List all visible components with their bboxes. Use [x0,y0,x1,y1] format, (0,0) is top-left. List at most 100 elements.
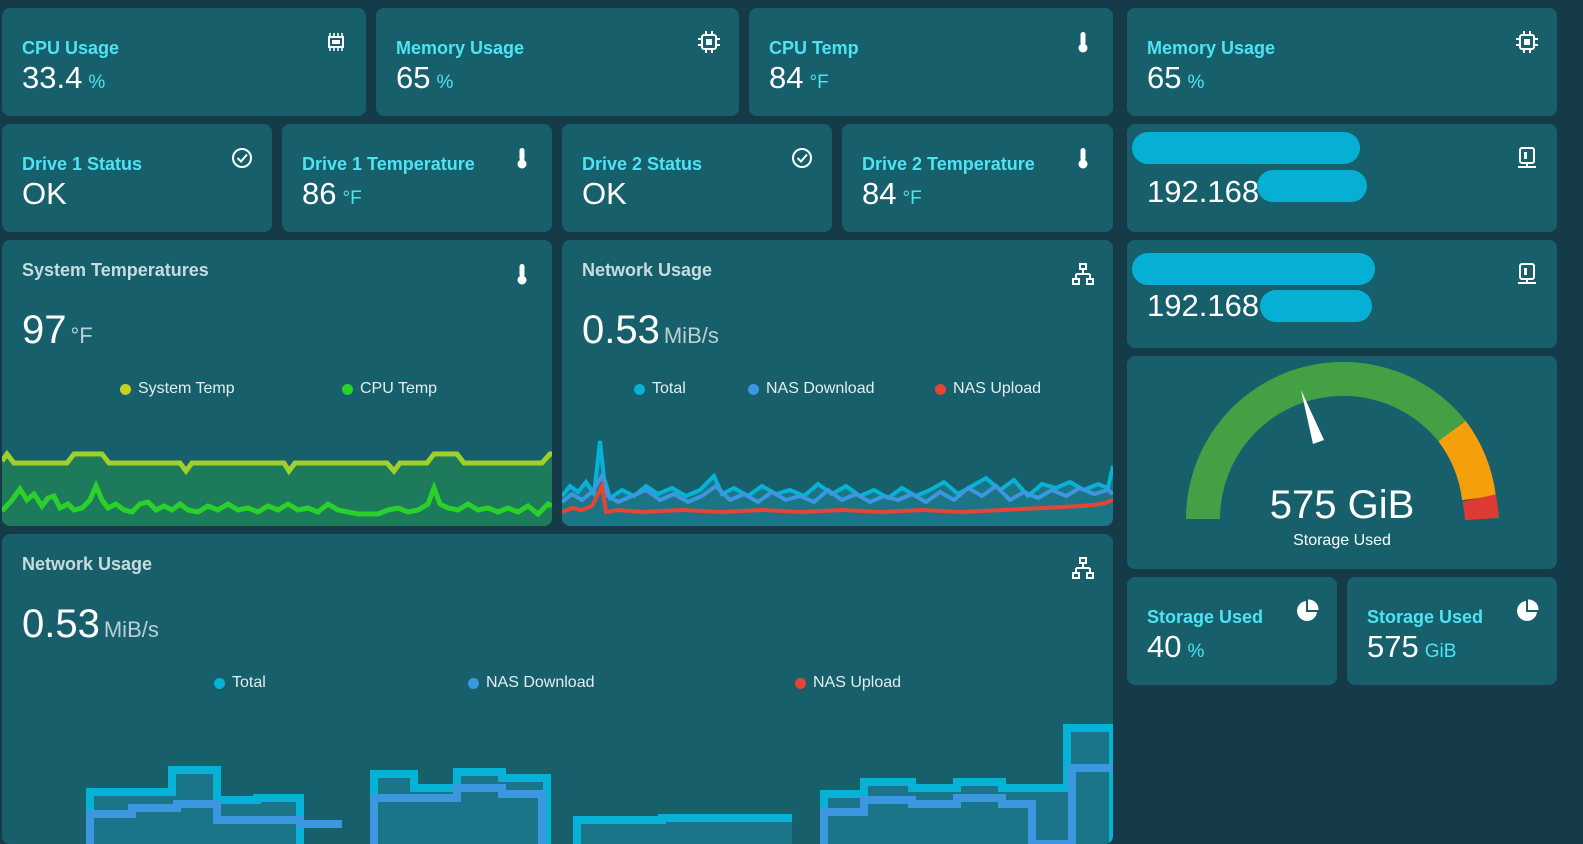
card-value: 0.53 MiB/s [22,602,159,646]
card-title: Drive 1 Status [22,154,143,174]
network-topology-icon [1072,263,1094,285]
legend-dot [468,677,479,689]
card-title: Storage Used [1147,607,1264,627]
memory-icon [698,31,720,53]
card-value: 575 GiB [1367,629,1457,664]
redaction-mark [1260,290,1372,322]
card-value: OK [22,176,67,211]
network-interface-icon [1518,263,1536,284]
legend-dot [634,383,645,395]
card-value: 40% [1147,629,1205,664]
nas-upload-line [562,479,1113,515]
thermometer-icon [517,264,527,285]
gauge-orange-segment [1438,420,1496,501]
pie-chart-icon [1517,599,1539,621]
cpu-temp-card[interactable]: CPU Temp 84 °F [749,8,1113,116]
legend-item-cpu-temp[interactable]: CPU Temp [342,380,437,398]
legend-dot [935,383,946,395]
nas-download-line [562,471,1113,505]
thermometer-icon [1078,32,1088,53]
redaction-mark [1132,253,1375,285]
drive-1-status-card[interactable]: Drive 1 Status OK [2,124,272,232]
legend-item-nas-upload[interactable]: NAS Upload [935,380,1041,398]
ip-address: 192.168 [1147,174,1260,209]
card-value: 65% [396,60,454,95]
system-temp-line [2,449,552,476]
total-line-2 [370,768,551,844]
legend-dot [214,677,225,689]
gauge-needle [1301,390,1324,444]
legend-item-system-temp[interactable]: System Temp [120,380,235,398]
card-title: Memory Usage [1147,38,1276,58]
network-usage-card-large[interactable]: Network Usage 0.53 MiB/s Total NAS Downlo… [2,534,1113,844]
total-line-1 [86,766,304,844]
card-title: Drive 1 Temperature [302,154,475,174]
legend-dot [120,383,131,395]
card-title: CPU Usage [22,38,120,58]
card-title: Drive 2 Status [582,154,703,174]
ip-address-card-2[interactable]: 192.168 [1127,240,1557,348]
legend-item-total[interactable]: Total [634,380,686,398]
network-interface-icon [1518,147,1536,168]
memory-usage-card[interactable]: Memory Usage 65% [376,8,739,116]
storage-used-percent-card[interactable]: Storage Used 40% [1127,577,1337,685]
storage-gauge [1186,361,1499,521]
gauge-green-segment [1186,361,1466,520]
card-title: Drive 2 Temperature [862,154,1035,174]
legend-dot [342,383,353,395]
cpu-temp-line [2,479,552,518]
gauge-red-segment [1462,494,1499,521]
system-temperatures-card[interactable]: System Temperatures 97 °F System Temp CPU… [2,240,552,526]
gauge-label: Storage Used [1293,532,1391,549]
cpu-chip-icon [328,33,344,51]
ip-address-card-1[interactable]: 192.168 [1127,124,1557,232]
storage-used-gib-card[interactable]: Storage Used 575 GiB [1347,577,1557,685]
legend-item-nas-download[interactable]: NAS Download [748,380,875,398]
thermometer-icon [1078,148,1088,169]
card-value: 84 °F [769,60,829,95]
total-area [562,441,1113,526]
total-line-4 [820,724,1113,844]
check-circle-icon [792,148,812,168]
card-value: 86 °F [302,176,362,211]
card-title: CPU Temp [769,38,859,58]
memory-icon [1516,31,1538,53]
nas-download-line-2 [370,784,546,844]
gauge-value: 575 GiB [1269,483,1415,527]
network-topology-icon [1072,557,1094,579]
network-usage-card-small[interactable]: Network Usage 0.53 MiB/s Total NAS Downlo… [562,240,1113,526]
drive-1-temperature-card[interactable]: Drive 1 Temperature 86 °F [282,124,552,232]
network-usage-chart-small [562,440,1113,526]
card-value: OK [582,176,627,211]
cpu-usage-card[interactable]: CPU Usage 33.4% [2,8,366,116]
card-title: Network Usage [22,554,153,574]
storage-gauge-card[interactable]: 575 GiB Storage Used [1127,356,1557,569]
card-title: Storage Used [1367,607,1484,627]
thermometer-icon [517,148,527,169]
card-value: 84 °F [862,176,922,211]
ip-address: 192.168 [1147,288,1260,323]
card-title: System Temperatures [22,260,209,280]
redaction-mark [1257,170,1367,202]
drive-2-status-card[interactable]: Drive 2 Status OK [562,124,832,232]
legend-item-nas-upload[interactable]: NAS Upload [795,674,901,692]
pie-chart-icon [1297,599,1319,621]
legend-item-nas-download[interactable]: NAS Download [468,674,595,692]
memory-usage-right-card[interactable]: Memory Usage 65% [1127,8,1557,116]
drive-2-temperature-card[interactable]: Drive 2 Temperature 84 °F [842,124,1113,232]
nas-download-line-4 [820,764,1113,844]
card-title: Network Usage [582,260,713,280]
card-value: 65% [1147,60,1205,95]
system-temperatures-chart [2,449,552,526]
legend-dot [795,677,806,689]
legend-item-total[interactable]: Total [214,674,266,692]
redaction-mark [1132,132,1360,164]
card-value: 33.4% [22,60,106,95]
nas-download-line-1 [86,800,342,844]
card-value: 0.53 MiB/s [582,308,719,352]
check-circle-icon [232,148,252,168]
total-line [562,440,1113,502]
network-usage-chart-large [86,724,1113,844]
legend-dot [748,383,759,395]
card-title: Memory Usage [396,38,525,58]
